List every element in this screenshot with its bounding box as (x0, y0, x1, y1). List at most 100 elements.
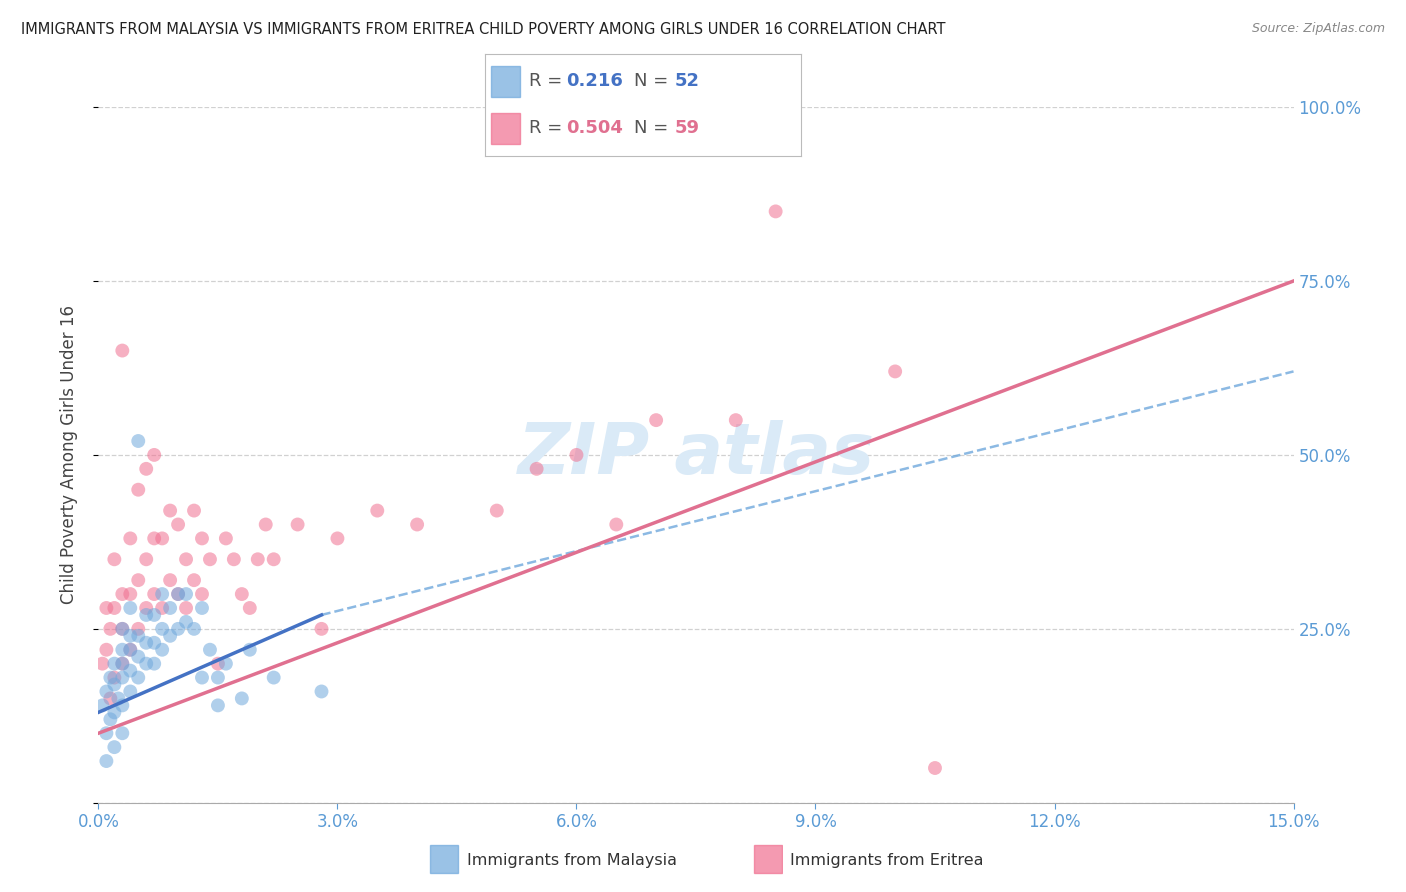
Point (150, 587, 173, 601)
Point (143, 587, 166, 601)
Point (111, 671, 134, 685)
Point (231, 587, 253, 601)
Point (143, 607, 166, 622)
Point (120, 601, 142, 615)
Point (91, 657, 114, 671)
Point (103, 657, 125, 671)
Point (96, 642, 118, 657)
Point (96, 684, 118, 698)
Point (127, 671, 149, 685)
Point (100, 622, 122, 636)
Point (111, 622, 134, 636)
Text: 59: 59 (675, 120, 700, 137)
Point (111, 726, 134, 740)
Point (605, 517, 627, 532)
Text: Immigrants from Eritrea: Immigrants from Eritrea (790, 854, 984, 868)
Point (103, 706, 125, 720)
Point (96, 726, 118, 740)
Point (565, 448, 588, 462)
Point (183, 503, 205, 517)
Point (100, 712, 122, 726)
Point (645, 413, 668, 427)
Text: 0.216: 0.216 (565, 72, 623, 90)
Point (311, 684, 333, 698)
Point (135, 601, 157, 615)
Point (526, 462, 548, 476)
Point (215, 532, 238, 546)
Point (103, 677, 125, 691)
Point (485, 503, 508, 517)
Point (103, 601, 125, 615)
Point (143, 636, 166, 650)
Point (111, 343, 134, 358)
Point (231, 691, 253, 706)
Point (167, 517, 190, 532)
Point (246, 552, 269, 566)
Bar (754, 846, 782, 872)
Point (111, 642, 134, 657)
Point (135, 636, 157, 650)
Point (111, 622, 134, 636)
Text: 0.504: 0.504 (565, 120, 623, 137)
Point (135, 607, 157, 622)
Point (135, 462, 157, 476)
Point (924, 761, 946, 775)
Point (127, 573, 149, 587)
Point (254, 517, 277, 532)
Point (406, 517, 429, 532)
Point (127, 622, 149, 636)
Point (150, 532, 173, 546)
Point (183, 622, 205, 636)
Point (127, 629, 149, 643)
Point (884, 364, 907, 378)
Point (120, 629, 142, 643)
Bar (430, 846, 458, 872)
Point (287, 517, 309, 532)
Point (366, 503, 388, 517)
Point (183, 573, 205, 587)
Point (191, 587, 214, 601)
Point (311, 622, 333, 636)
Point (174, 552, 197, 566)
Point (143, 448, 166, 462)
Point (159, 503, 181, 517)
Text: Source: ZipAtlas.com: Source: ZipAtlas.com (1251, 22, 1385, 36)
Point (765, 204, 787, 219)
Point (103, 552, 125, 566)
Point (103, 671, 125, 685)
Point (207, 671, 229, 685)
Bar (492, 66, 520, 96)
Point (239, 601, 262, 615)
Point (120, 664, 142, 678)
Bar (492, 113, 520, 144)
Point (111, 657, 134, 671)
Point (159, 573, 181, 587)
Point (263, 552, 285, 566)
Point (135, 657, 157, 671)
Point (174, 587, 197, 601)
Point (198, 642, 221, 657)
Y-axis label: Child Poverty Among Girls Under 16: Child Poverty Among Girls Under 16 (59, 305, 77, 605)
Text: N =: N = (634, 120, 673, 137)
Point (207, 698, 229, 713)
Text: 52: 52 (675, 72, 700, 90)
Point (174, 615, 197, 629)
Point (127, 434, 149, 448)
Text: N =: N = (634, 72, 673, 90)
Point (215, 657, 238, 671)
Point (239, 642, 262, 657)
Point (100, 691, 122, 706)
Text: Immigrants from Malaysia: Immigrants from Malaysia (467, 854, 676, 868)
Point (150, 642, 173, 657)
Point (143, 532, 166, 546)
Point (159, 601, 181, 615)
Point (150, 622, 173, 636)
Point (100, 671, 122, 685)
Point (107, 691, 129, 706)
Text: R =: R = (529, 72, 568, 90)
Point (111, 698, 134, 713)
Point (191, 532, 214, 546)
Point (191, 671, 214, 685)
Text: IMMIGRANTS FROM MALAYSIA VS IMMIGRANTS FROM ERITREA CHILD POVERTY AMONG GIRLS UN: IMMIGRANTS FROM MALAYSIA VS IMMIGRANTS F… (21, 22, 946, 37)
Point (222, 552, 245, 566)
